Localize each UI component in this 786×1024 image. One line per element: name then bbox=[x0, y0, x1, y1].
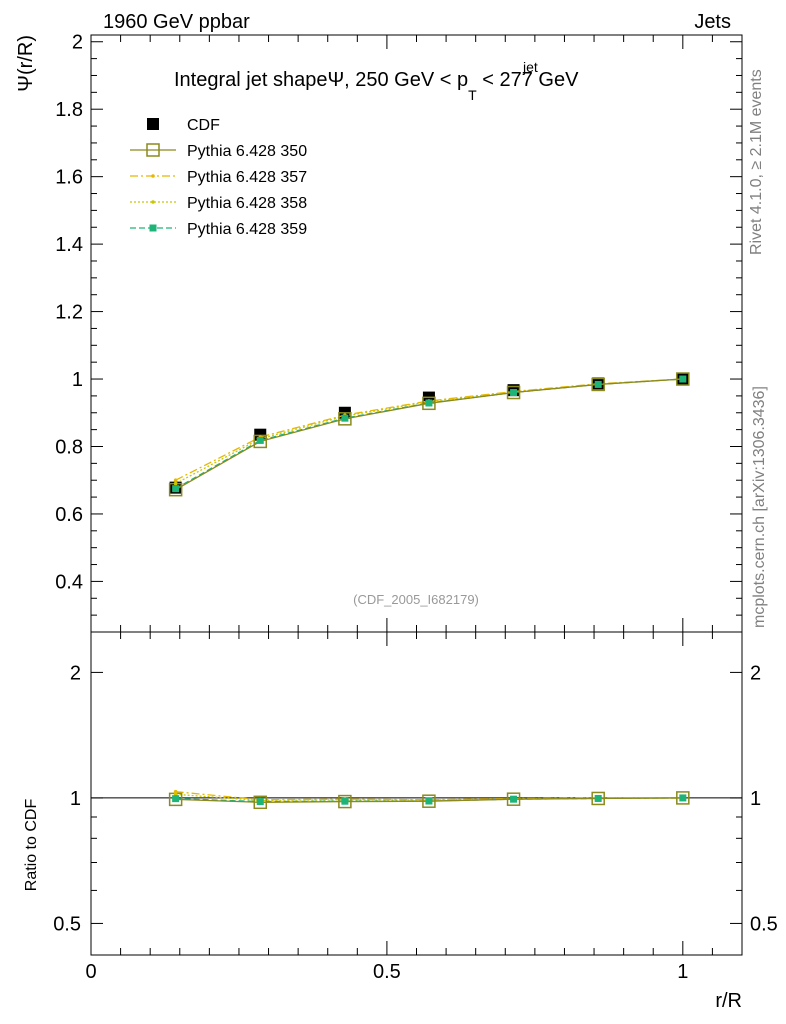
p350-marker bbox=[506, 792, 521, 806]
p359-marker bbox=[679, 794, 687, 802]
main-y-tick-label: 1.6 bbox=[55, 167, 83, 189]
main-y-tick-label: 1.2 bbox=[55, 302, 83, 324]
ratio-y-tick-label: 1 bbox=[70, 788, 81, 810]
main-y-tick-label: 1 bbox=[72, 369, 83, 391]
p359-marker bbox=[256, 436, 264, 444]
main-y-axis-label: Ψ(r/R) bbox=[15, 35, 37, 92]
mcplots-label: mcplots.cern.ch [arXiv:1306.3436] bbox=[751, 386, 768, 628]
header-right: Jets bbox=[694, 11, 731, 33]
main-y-tick-label: 0.6 bbox=[55, 504, 83, 526]
cdf-data-point bbox=[147, 118, 159, 130]
dot-marker bbox=[151, 174, 155, 178]
ratio-y-tick-label-right: 1 bbox=[750, 788, 761, 810]
main-y-tick-label: 2 bbox=[72, 32, 83, 54]
legend-entry-label: Pythia 6.428 359 bbox=[187, 221, 307, 238]
ratio-y-tick-label: 2 bbox=[70, 662, 81, 684]
p350-marker bbox=[338, 412, 352, 426]
dot-marker bbox=[173, 789, 178, 794]
p359-marker bbox=[679, 375, 687, 383]
main-series-group bbox=[168, 372, 690, 497]
main-y-tick-label: 1.8 bbox=[55, 99, 83, 121]
plot-title-main: Integral jet shapeΨ, 250 GeV < p bbox=[174, 69, 468, 91]
p350-marker bbox=[676, 791, 690, 805]
p350-marker bbox=[591, 377, 605, 392]
p350-marker bbox=[591, 791, 605, 806]
plot-title: Integral jet shapeΨ, 250 GeV < pT < 277 … bbox=[174, 69, 579, 103]
p359-marker bbox=[594, 794, 602, 802]
p350-marker bbox=[146, 143, 160, 157]
main-y-tick-label: 1.4 bbox=[55, 234, 83, 256]
p359-marker bbox=[172, 795, 180, 803]
p359-marker bbox=[425, 399, 433, 407]
p359-marker bbox=[510, 389, 518, 397]
x-tick-label: 0 bbox=[85, 961, 96, 983]
ratio-y-tick-label-right: 2 bbox=[750, 662, 761, 684]
ratio-y-tick-label: 0.5 bbox=[53, 913, 81, 935]
x-axis: 0 0.5 1 bbox=[85, 35, 743, 983]
ratio-y-tick-label-right: 0.5 bbox=[750, 913, 778, 935]
header-left: 1960 GeV ppbar bbox=[103, 11, 250, 33]
p359-marker bbox=[341, 414, 349, 422]
plot-title-sup: jet bbox=[522, 59, 538, 75]
legend-entry-label: Pythia 6.428 358 bbox=[187, 195, 307, 212]
p350-marker bbox=[253, 795, 268, 810]
plot-title-end: < 277 GeV bbox=[477, 69, 579, 91]
dot-marker bbox=[151, 200, 155, 204]
legend-entry-label: Pythia 6.428 357 bbox=[187, 169, 307, 186]
rivet-label: Rivet 4.1.0, ≥ 2.1M events bbox=[748, 69, 765, 255]
p359-marker bbox=[510, 795, 518, 803]
x-axis-label: r/R bbox=[715, 990, 742, 1012]
ratio-y-axis-label: Ratio to CDF bbox=[23, 799, 40, 892]
legend-entry-label: CDF bbox=[187, 117, 220, 134]
ratio-y-axis: 0.5 0.5 1 1 2 2 bbox=[53, 662, 778, 935]
p350-marker bbox=[506, 385, 521, 400]
p359-marker bbox=[256, 798, 264, 806]
main-y-tick-label: 0.4 bbox=[55, 571, 83, 593]
ratio-panel-frame bbox=[90, 631, 743, 956]
ratio-series-group bbox=[168, 789, 690, 810]
p359-marker bbox=[594, 380, 602, 388]
p350-marker bbox=[338, 794, 352, 809]
p359-marker bbox=[425, 797, 433, 805]
plot-title-sub: T bbox=[468, 87, 477, 103]
main-y-axis: 0.4 0.6 0.8 1 1.2 1.4 1.6 1.8 2 bbox=[55, 32, 742, 633]
main-y-tick-label: 0.8 bbox=[55, 436, 83, 458]
dot-marker bbox=[173, 481, 178, 486]
p359-marker bbox=[341, 797, 349, 805]
p350-marker bbox=[676, 372, 690, 386]
dot-marker bbox=[173, 478, 178, 483]
p359-marker bbox=[149, 224, 157, 232]
p350-marker bbox=[422, 396, 436, 411]
p350-marker bbox=[422, 794, 436, 808]
legend: CDF Pythia 6.428 350 Pythia 6.428 357 Pythi… bbox=[130, 117, 307, 238]
legend-entry-label: Pythia 6.428 350 bbox=[187, 143, 307, 160]
x-tick-label: 1 bbox=[677, 961, 688, 983]
analysis-id-label: (CDF_2005_I682179) bbox=[353, 592, 479, 607]
p359-marker bbox=[172, 485, 180, 493]
x-tick-label: 0.5 bbox=[373, 961, 401, 983]
